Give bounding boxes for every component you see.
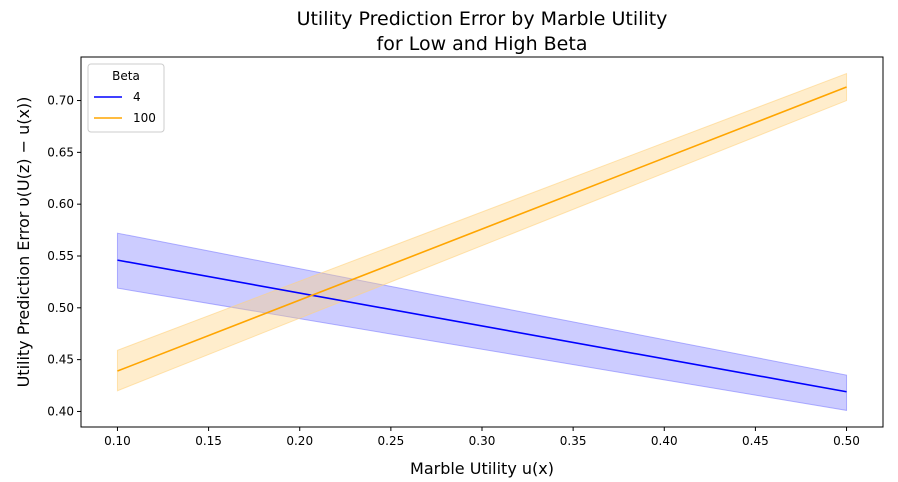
y-tick-label: 0.55: [47, 249, 74, 263]
y-tick-label: 0.70: [47, 94, 74, 108]
legend-entries: 4 100: [94, 90, 156, 125]
x-tick-label: 0.10: [104, 434, 131, 448]
x-tick-label: 0.40: [651, 434, 678, 448]
x-tick-label: 0.20: [286, 434, 313, 448]
x-axis-title: Marble Utility u(x): [410, 459, 554, 478]
y-tick-label: 0.40: [47, 404, 74, 418]
x-tick-label: 0.15: [195, 434, 222, 448]
x-tick-label: 0.30: [469, 434, 496, 448]
legend-title: Beta: [112, 69, 140, 83]
x-axis-ticks: 0.10 0.15 0.20 0.25 0.30 0.35 0.40 0.45 0.50: [104, 427, 860, 448]
y-tick-label: 0.45: [47, 353, 74, 367]
confidence-bands: [116, 72, 848, 412]
x-tick-label: 0.50: [833, 434, 860, 448]
series-lines: [117, 86, 847, 393]
legend-box: [87, 63, 165, 133]
y-tick-label: 0.65: [47, 145, 74, 159]
legend-label-series-2: 100: [133, 111, 156, 125]
x-tick-label: 0.45: [742, 434, 769, 448]
y-tick-label: 0.50: [47, 301, 74, 315]
series-line-2: [117, 86, 847, 372]
x-tick-label: 0.35: [560, 434, 587, 448]
chart-title-line-2: for Low and High Beta: [377, 33, 588, 55]
legend-label-series-1: 4: [133, 90, 141, 104]
confidence-band-series-2: [116, 72, 848, 392]
y-axis-title: Utility Prediction Error υ(U(z) − u(x)): [14, 97, 33, 388]
y-tick-label: 0.60: [47, 197, 74, 211]
x-tick-label: 0.25: [378, 434, 405, 448]
chart-title-line-1: Utility Prediction Error by Marble Utili…: [297, 8, 668, 30]
confidence-band-series-1: [116, 232, 848, 412]
y-axis-ticks: 0.40 0.45 0.50 0.55 0.60 0.65 0.70: [47, 94, 81, 418]
series-line-1: [117, 259, 847, 393]
legend: Beta 4 100: [87, 63, 165, 133]
